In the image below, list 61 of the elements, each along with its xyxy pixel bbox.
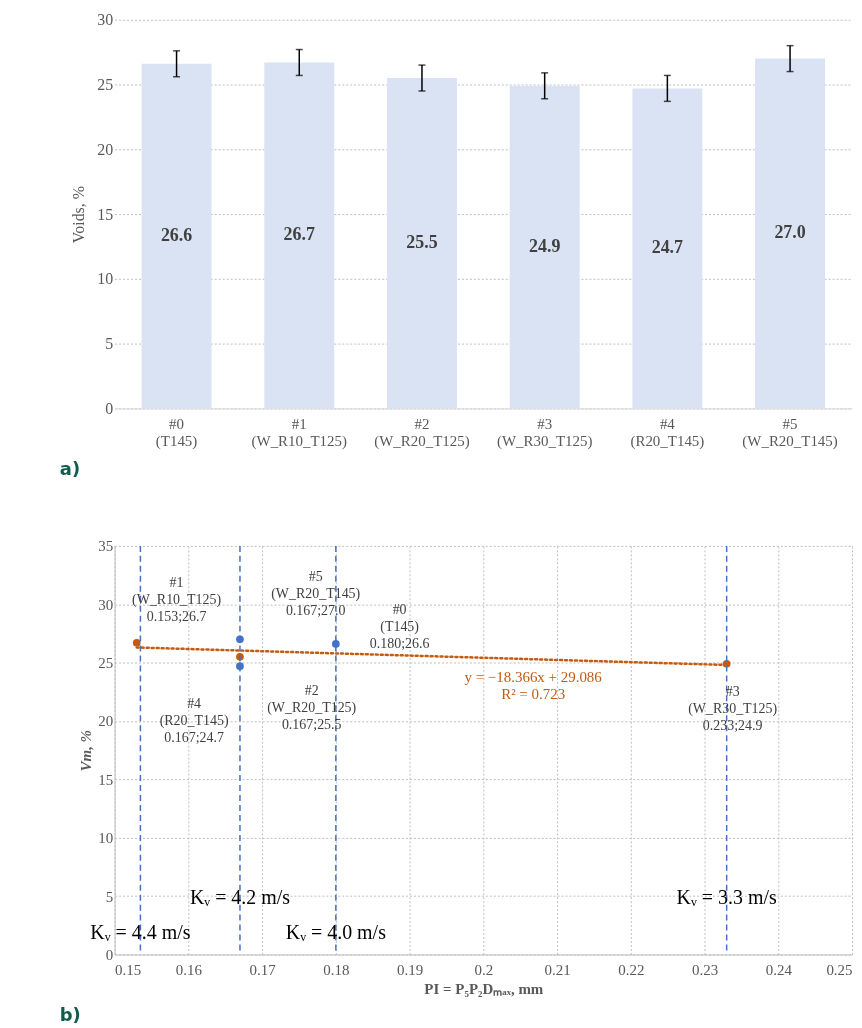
x-tick-label: 0.19 xyxy=(397,961,424,978)
x-tick-label: 0.16 xyxy=(175,961,203,978)
x-tick-label: #0 (T145) xyxy=(155,415,198,450)
annotation: Kᵥ = 3.3 m/s xyxy=(676,885,777,908)
annotation: y = −18.366x + 29.086 R² = 0.723 xyxy=(464,668,603,703)
y-tick-label: 10 xyxy=(98,830,114,847)
annotation: Kᵥ = 4.4 m/s xyxy=(90,920,191,943)
data-label: 24.7 xyxy=(651,237,684,258)
y-tick-label: 0 xyxy=(105,399,114,417)
x-tick-label: 0.22 xyxy=(618,961,645,978)
annotation: #2 (W_R20_T125) 0.167;25.5 xyxy=(267,682,357,732)
y-tick-label: 20 xyxy=(97,140,114,158)
x-axis-title: PI = P₅P₂Dₘₐₓ, mm xyxy=(424,980,544,997)
data-label: 25.5 xyxy=(406,232,438,253)
x-tick-label: #1 (W_R10_T125) xyxy=(251,415,347,450)
x-tick-label: 0.2 xyxy=(474,961,494,978)
y-axis-title: Vm, % xyxy=(78,729,95,772)
y-tick-label: 15 xyxy=(98,771,114,788)
text: b) xyxy=(59,1004,81,1026)
bar xyxy=(509,85,580,409)
data-label: 26.7 xyxy=(283,224,315,245)
y-tick-label: 10 xyxy=(97,270,114,288)
x-tick-label: 0.21 xyxy=(544,961,571,978)
x-tick-label: 0.23 xyxy=(691,961,719,978)
annotation: #4 (R20_T145) 0.167;24.7 xyxy=(159,696,229,745)
point xyxy=(132,638,141,647)
y-tick-label: 30 xyxy=(97,11,114,29)
x-tick-label: 0.24 xyxy=(765,961,793,978)
bar xyxy=(141,63,212,409)
annotation: #0 (T145) 0.180;26.6 xyxy=(369,602,430,651)
annotation: #3 (W_R30_T125) 0.233;24.9 xyxy=(688,683,778,733)
bar xyxy=(387,78,457,409)
y-tick-label: 15 xyxy=(97,205,114,223)
bar xyxy=(264,62,335,409)
x-tick-label: #5 (W_R20_T145) xyxy=(742,415,838,450)
data-label: 26.6 xyxy=(160,225,193,246)
x-tick-label: 0.18 xyxy=(323,961,350,978)
annotation: Kᵥ = 4.0 m/s xyxy=(285,920,387,943)
y-tick-label: 5 xyxy=(105,335,114,353)
x-tick-label: 0.25 xyxy=(826,961,853,978)
x-tick-label: #4 (R20_T145) xyxy=(630,415,705,450)
y-tick-label: 0 xyxy=(105,946,114,963)
x-tick-label: 0.15 xyxy=(115,961,142,978)
data-label: 24.9 xyxy=(528,236,561,257)
y-tick-label: 30 xyxy=(98,596,114,613)
y-tick-label: 25 xyxy=(98,655,114,672)
y-tick-label: 20 xyxy=(98,713,114,730)
annotation: Kᵥ = 4.2 m/s xyxy=(189,885,291,908)
annotation: #1 (W_R10_T125) 0.153;26.7 xyxy=(132,574,222,624)
x-tick-label: #3 (W_R30_T125) xyxy=(496,415,593,450)
y-tick-label: 25 xyxy=(97,75,114,93)
y-tick-label: 35 xyxy=(98,538,114,555)
text: a) xyxy=(59,458,81,480)
annotation: #5 (W_R20_T145) 0.167;27.0 xyxy=(271,569,361,619)
bar xyxy=(755,58,826,409)
y-tick-label: 5 xyxy=(105,888,114,905)
x-tick-label: 0.17 xyxy=(249,961,277,978)
y-axis-title: Voids, % xyxy=(70,185,88,244)
bar xyxy=(632,88,703,409)
data-label: 27.0 xyxy=(774,222,806,243)
x-tick-label: #2 (W_R20_T125) xyxy=(374,415,470,450)
